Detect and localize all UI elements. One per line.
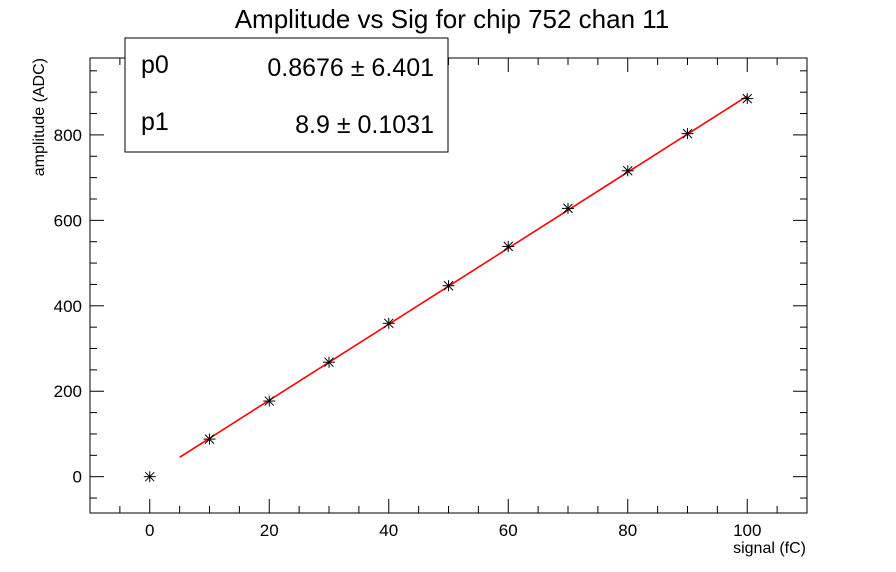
fit-box-frame bbox=[124, 37, 449, 153]
data-point bbox=[562, 202, 574, 214]
x-axis-title: signal (fC) bbox=[733, 540, 806, 557]
data-point bbox=[263, 395, 276, 407]
data-point bbox=[681, 128, 694, 140]
x-tick-label: 100 bbox=[733, 521, 761, 540]
data-point bbox=[741, 93, 754, 105]
y-tick-label: 400 bbox=[54, 297, 82, 316]
chart-title: Amplitude vs Sig for chip 752 chan 11 bbox=[235, 4, 670, 34]
data-point bbox=[203, 433, 216, 445]
x-tick-label: 0 bbox=[145, 521, 154, 540]
y-axis-ticks bbox=[90, 70, 807, 499]
x-tick-label: 60 bbox=[499, 521, 518, 540]
y-axis-title: amplitude (ADC) bbox=[31, 58, 48, 176]
fit-line bbox=[179, 95, 748, 458]
x-tick-label: 40 bbox=[379, 521, 398, 540]
fit-param-value-p0: 0.8676 ± 6.401 bbox=[267, 54, 434, 82]
fit-param-name-p1: p1 bbox=[141, 108, 169, 136]
data-points-group bbox=[143, 93, 754, 483]
data-point bbox=[442, 280, 455, 292]
fit-param-value-p1: 8.9 ± 0.1031 bbox=[295, 111, 434, 139]
y-tick-label: 800 bbox=[54, 126, 82, 145]
y-tick-label: 600 bbox=[54, 211, 82, 230]
fit-param-name-p0: p0 bbox=[141, 51, 169, 79]
data-point bbox=[621, 165, 634, 177]
fit-parameter-box: p0 0.8676 ± 6.401 p1 8.9 ± 0.1031 bbox=[124, 37, 449, 153]
x-axis-tick-labels: 0 20 40 60 80 100 bbox=[145, 521, 761, 540]
fit-line-group bbox=[179, 95, 748, 458]
data-point bbox=[502, 240, 515, 252]
data-point bbox=[382, 317, 395, 329]
data-point bbox=[143, 471, 156, 483]
x-tick-label: 20 bbox=[260, 521, 279, 540]
y-axis-tick-labels: 0 200 400 600 800 bbox=[54, 126, 82, 487]
y-tick-label: 0 bbox=[73, 468, 82, 487]
y-tick-label: 200 bbox=[54, 382, 82, 401]
x-tick-label: 80 bbox=[618, 521, 637, 540]
data-point bbox=[323, 356, 335, 368]
